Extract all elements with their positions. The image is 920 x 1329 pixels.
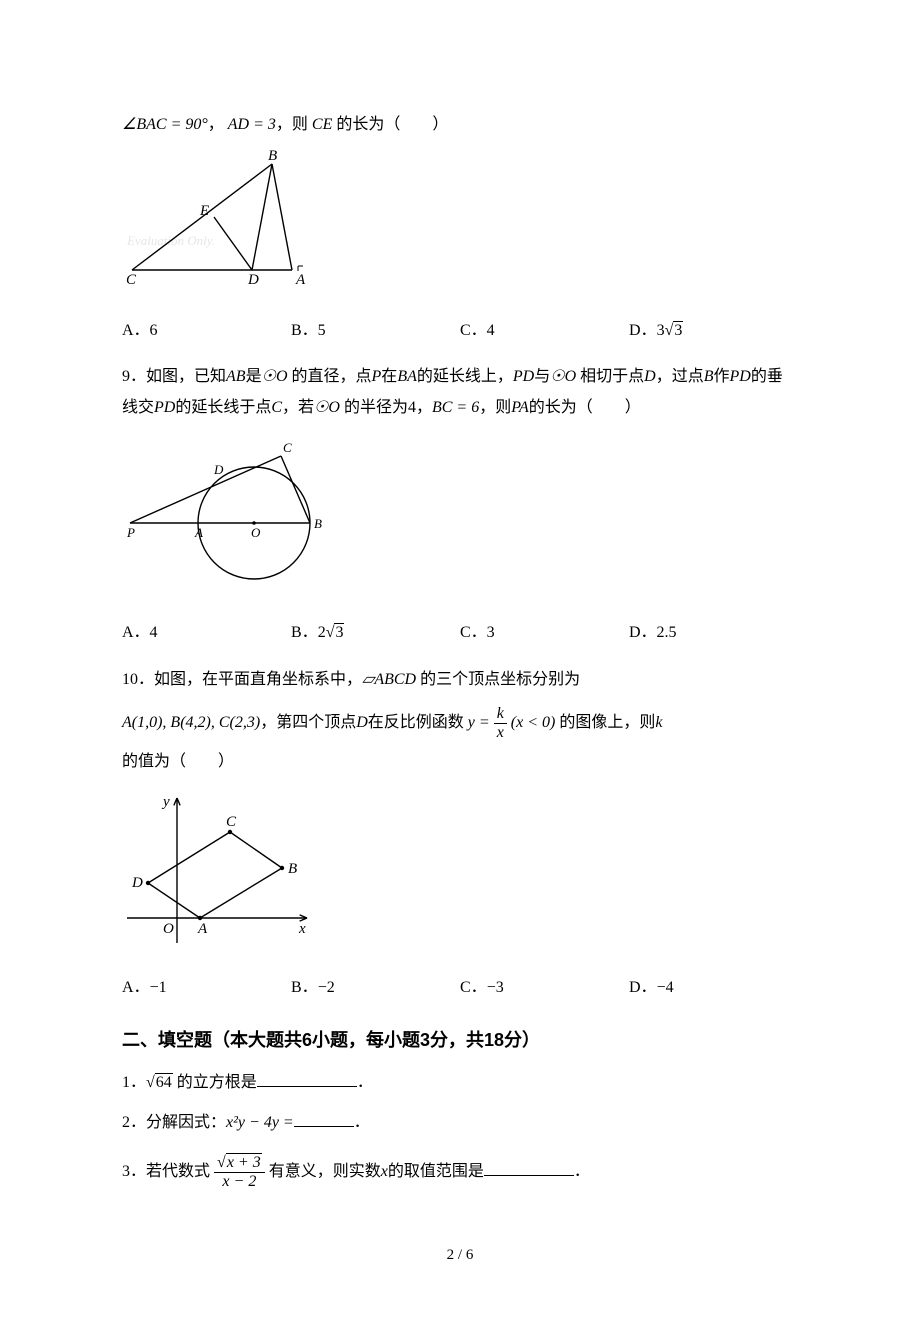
fill-1-blank <box>257 1069 357 1087</box>
svg-text:D: D <box>213 462 224 477</box>
q9-options: A．4 B．2√3 C．3 D．2.5 <box>122 618 798 648</box>
q8-opt-c: C．4 <box>460 316 629 346</box>
q10-opt-b: B．−2 <box>291 973 460 1003</box>
svg-text:C: C <box>126 272 137 288</box>
q10-fraction: kx <box>494 705 507 741</box>
page-number: 2 / 6 <box>122 1241 798 1270</box>
q10-num: 10． <box>122 671 154 688</box>
svg-text:D: D <box>131 875 143 891</box>
svg-text:B: B <box>268 150 277 164</box>
svg-text:y: y <box>161 794 170 810</box>
q9-svg: P A O B D C <box>122 433 332 593</box>
fill-1: 1．√64 的立方根是． <box>122 1068 798 1098</box>
q10-stem-1: 10．如图，在平面直角坐标系中，▱ABCD 的三个顶点坐标分别为 <box>122 665 798 695</box>
fill-3-fraction: √x + 3 x − 2 <box>214 1154 265 1190</box>
q8-options: A．6 B．5 C．4 D．3√3 <box>122 316 798 346</box>
q8-math-ad: AD = 3 <box>228 116 276 133</box>
q10-opt-a: A．−1 <box>122 973 291 1003</box>
svg-text:x: x <box>298 921 306 937</box>
q8-math-bac: ∠BAC = 90° <box>122 116 208 133</box>
q8-opt-b: B．5 <box>291 316 460 346</box>
q9-opt-a: A．4 <box>122 618 291 648</box>
svg-text:E: E <box>199 203 209 219</box>
q8-opt-a: A．6 <box>122 316 291 346</box>
fill-3: 3．若代数式 √x + 3 x − 2 有意义，则实数x的取值范围是． <box>122 1154 798 1190</box>
svg-text:O: O <box>163 921 174 937</box>
svg-text:O: O <box>251 525 261 540</box>
svg-text:D: D <box>247 272 259 288</box>
svg-text:B: B <box>288 861 297 877</box>
q8-tail: 的长为（ ） <box>332 116 448 133</box>
q9-stem: 9．如图，已知AB是☉O 的直径，点P在BA的延长线上，PD与☉O 相切于点D，… <box>122 362 798 423</box>
q9-opt-c: C．3 <box>460 618 629 648</box>
q10-opt-c: C．−3 <box>460 973 629 1003</box>
section-2-title: 二、填空题（本大题共6小题，每小题3分，共18分） <box>122 1023 798 1057</box>
svg-text:C: C <box>283 440 292 455</box>
q8-math-ce: CE <box>312 116 332 133</box>
q8-opt-d: D．3√3 <box>629 316 798 346</box>
svg-text:A: A <box>295 272 306 288</box>
q9-opt-d: D．2.5 <box>629 618 798 648</box>
q9-opt-b: B．2√3 <box>291 618 460 648</box>
q9-figure: P A O B D C <box>122 433 798 604</box>
q10-figure: O A B C Dx y <box>122 788 798 959</box>
q10-options: A．−1 B．−2 C．−3 D．−4 <box>122 973 798 1003</box>
svg-text:B: B <box>314 516 322 531</box>
q8-figure: Evaluation Only.CDABE <box>122 150 798 301</box>
q8-svg: Evaluation Only.CDABE <box>122 150 322 290</box>
q8-sep1: ， <box>208 116 224 133</box>
svg-text:A: A <box>197 921 208 937</box>
fill-2-blank <box>294 1109 354 1127</box>
svg-text:P: P <box>126 525 135 540</box>
q9-num: 9． <box>122 368 146 385</box>
q8-mid: ，则 <box>276 116 312 133</box>
svg-text:A: A <box>194 525 203 540</box>
q8-lead: ∠BAC = 90°， AD = 3，则 CE 的长为（ ） <box>122 110 798 140</box>
fill-3-blank <box>484 1159 574 1177</box>
q10-stem-3: 的值为（ ） <box>122 747 798 777</box>
q10-stem-2: A(1,0), B(4,2), C(2,3)，第四个顶点D在反比例函数 y = … <box>122 705 798 741</box>
svg-text:C: C <box>226 814 237 830</box>
q10-svg: O A B C Dx y <box>122 788 322 948</box>
fill-2: 2．分解因式：x²y − 4y =． <box>122 1108 798 1138</box>
q10-opt-d: D．−4 <box>629 973 798 1003</box>
